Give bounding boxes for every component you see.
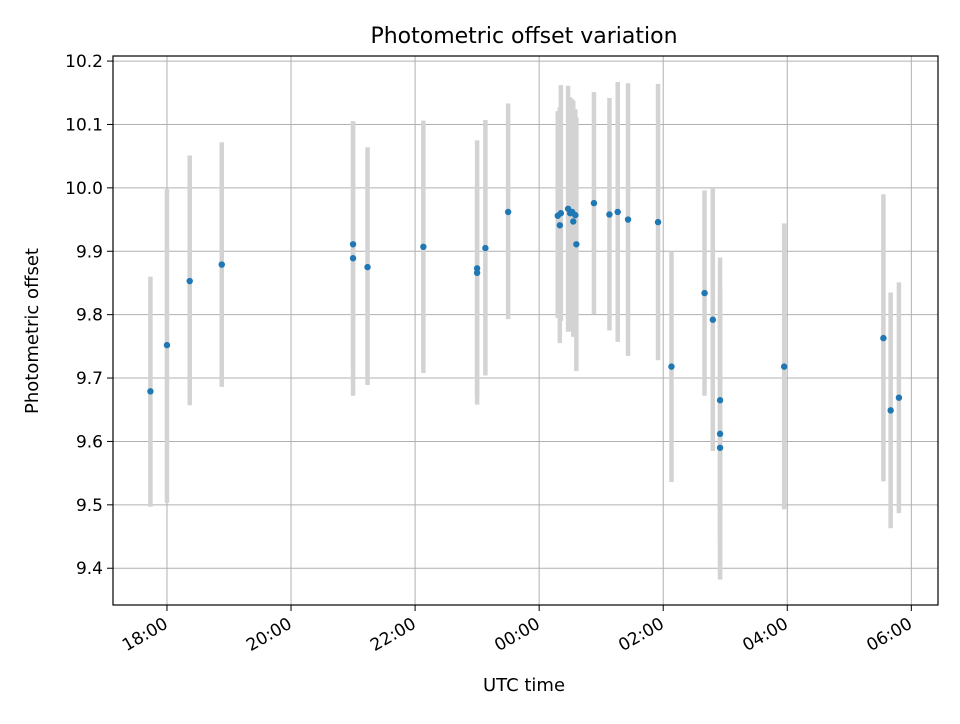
data-point xyxy=(349,255,357,262)
y-tick-label: 9.6 xyxy=(76,432,103,452)
data-point xyxy=(614,208,621,216)
y-tick-label: 10.0 xyxy=(65,179,103,199)
data-point xyxy=(504,208,512,216)
axes-frame xyxy=(112,55,939,606)
y-tick-label: 10.1 xyxy=(65,115,103,135)
y-axis-label: Photometric offset xyxy=(22,248,43,414)
data-point xyxy=(163,341,171,349)
data-point xyxy=(147,388,154,395)
data-point xyxy=(473,269,481,277)
data-point xyxy=(556,222,564,229)
data-point xyxy=(895,394,903,401)
data-point xyxy=(349,241,357,248)
data-point xyxy=(716,444,724,451)
data-point xyxy=(473,265,481,272)
data-point xyxy=(709,316,717,323)
data-point xyxy=(780,363,788,370)
data-point xyxy=(606,211,613,218)
data-point xyxy=(218,261,225,268)
data-point xyxy=(364,263,371,271)
y-tick-label: 9.5 xyxy=(76,496,103,516)
data-point xyxy=(654,218,662,226)
x-axis-label: UTC time xyxy=(483,675,565,696)
data-point xyxy=(590,199,598,207)
data-point xyxy=(420,243,427,251)
data-point xyxy=(716,430,724,438)
data-point xyxy=(572,211,579,219)
data-point xyxy=(570,218,577,225)
data-point xyxy=(668,363,675,370)
data-point xyxy=(573,241,580,248)
grid-lines xyxy=(113,56,938,605)
y-tick-label: 9.9 xyxy=(76,242,103,262)
data-point xyxy=(716,397,724,404)
data-point xyxy=(887,407,894,414)
y-tick-label: 9.7 xyxy=(76,369,103,389)
data-point xyxy=(186,277,193,285)
y-tick-label: 9.4 xyxy=(76,559,103,579)
data-point xyxy=(880,334,887,342)
data-point xyxy=(624,216,632,223)
chart-title: Photometric offset variation xyxy=(370,24,677,49)
data-point xyxy=(482,244,489,252)
data-point xyxy=(557,210,565,217)
data-point xyxy=(701,289,708,297)
y-tick-label: 9.8 xyxy=(76,306,103,326)
y-tick-label: 10.2 xyxy=(65,52,103,72)
data-points xyxy=(147,199,903,451)
